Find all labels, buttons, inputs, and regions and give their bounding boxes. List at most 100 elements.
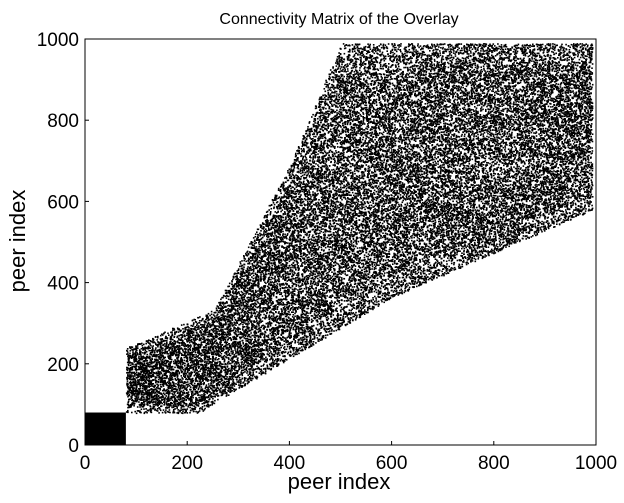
scatter-point xyxy=(262,273,265,275)
scatter-point xyxy=(260,373,263,375)
scatter-point xyxy=(280,270,282,272)
scatter-point xyxy=(279,285,282,287)
scatter-point xyxy=(187,334,189,336)
scatter-point xyxy=(276,321,278,324)
scatter-point xyxy=(140,408,143,411)
scatter-point xyxy=(247,344,250,347)
scatter-point xyxy=(254,240,256,243)
scatter-point xyxy=(231,383,233,386)
scatter-point xyxy=(202,336,205,338)
scatter-point xyxy=(250,296,252,298)
scatter-point xyxy=(271,239,274,241)
scatter-point xyxy=(272,338,275,341)
scatter-point xyxy=(242,301,245,304)
scatter-point xyxy=(181,384,183,386)
scatter-point xyxy=(175,383,177,385)
scatter-point xyxy=(231,378,234,380)
scatter-point xyxy=(129,370,131,373)
scatter-point xyxy=(134,353,137,356)
scatter-point xyxy=(152,338,155,341)
scatter-point xyxy=(142,368,144,370)
scatter-point xyxy=(230,329,233,332)
scatter-point xyxy=(176,407,178,410)
scatter-point xyxy=(131,373,133,375)
scatter-point xyxy=(253,361,256,364)
scatter-point xyxy=(212,401,214,403)
scatter-point xyxy=(211,404,213,406)
scatter-point xyxy=(255,242,257,244)
scatter-point xyxy=(163,377,165,379)
scatter-point xyxy=(277,347,279,350)
scatter-point xyxy=(184,348,187,351)
scatter-point xyxy=(235,376,238,378)
scatter-point xyxy=(252,312,255,315)
scatter-point xyxy=(129,375,131,378)
scatter-point xyxy=(127,352,129,354)
scatter-point xyxy=(167,343,170,346)
scatter-point xyxy=(282,240,285,243)
scatter-point xyxy=(261,343,263,346)
scatter-point xyxy=(165,406,168,408)
scatter-point xyxy=(260,365,263,367)
scatter-point xyxy=(197,394,199,396)
scatter-point xyxy=(256,294,259,297)
scatter-point xyxy=(241,347,244,349)
scatter-point xyxy=(205,321,207,324)
scatter-point xyxy=(282,189,285,191)
scatter-point xyxy=(264,359,267,362)
scatter-point xyxy=(191,319,194,322)
scatter-point xyxy=(275,362,278,365)
scatter-point xyxy=(262,228,265,230)
scatter-point xyxy=(232,384,235,386)
scatter-point xyxy=(262,270,264,272)
scatter-point xyxy=(263,300,266,303)
scatter-point xyxy=(192,338,195,341)
scatter-point xyxy=(126,348,129,350)
scatter-point xyxy=(251,303,253,305)
scatter-point xyxy=(272,302,274,305)
scatter-point xyxy=(194,319,196,321)
scatter-point xyxy=(248,268,251,270)
scatter-point xyxy=(234,376,237,378)
scatter-point xyxy=(150,411,153,414)
scatter-point xyxy=(258,295,260,298)
scatter-point xyxy=(240,290,243,293)
scatter-point xyxy=(218,315,220,318)
scatter-point xyxy=(258,346,260,349)
scatter-point xyxy=(184,370,186,373)
scatter-point xyxy=(143,399,145,401)
scatter-point xyxy=(239,384,241,386)
scatter-point xyxy=(133,387,136,389)
scatter-point xyxy=(278,354,281,356)
scatter-point xyxy=(129,406,132,408)
scatter-point xyxy=(251,374,254,377)
scatter-point xyxy=(229,299,232,301)
scatter-point xyxy=(240,380,242,383)
scatter-point xyxy=(231,387,234,389)
scatter-point xyxy=(140,411,142,414)
scatter-point xyxy=(137,398,139,400)
scatter-point xyxy=(258,260,261,262)
scatter-point xyxy=(133,361,136,363)
scatter-point xyxy=(188,341,191,344)
scatter-point xyxy=(135,349,138,351)
scatter-point xyxy=(212,366,215,368)
scatter-point xyxy=(145,391,147,393)
scatter-point xyxy=(267,336,270,339)
scatter-point xyxy=(274,351,277,354)
scatter-point xyxy=(244,383,246,385)
scatter-point xyxy=(283,284,285,286)
scatter-point xyxy=(279,186,282,188)
scatter-point xyxy=(261,344,263,347)
scatter-point xyxy=(251,264,254,266)
scatter-point xyxy=(220,298,222,301)
scatter-point xyxy=(159,363,162,365)
scatter-point xyxy=(211,351,213,354)
scatter-point xyxy=(205,401,208,404)
scatter-point xyxy=(253,247,255,250)
scatter-point xyxy=(195,368,197,371)
scatter-point xyxy=(242,365,245,368)
scatter-point xyxy=(248,299,251,302)
scatter-point xyxy=(248,347,251,349)
scatter-point xyxy=(236,284,238,287)
